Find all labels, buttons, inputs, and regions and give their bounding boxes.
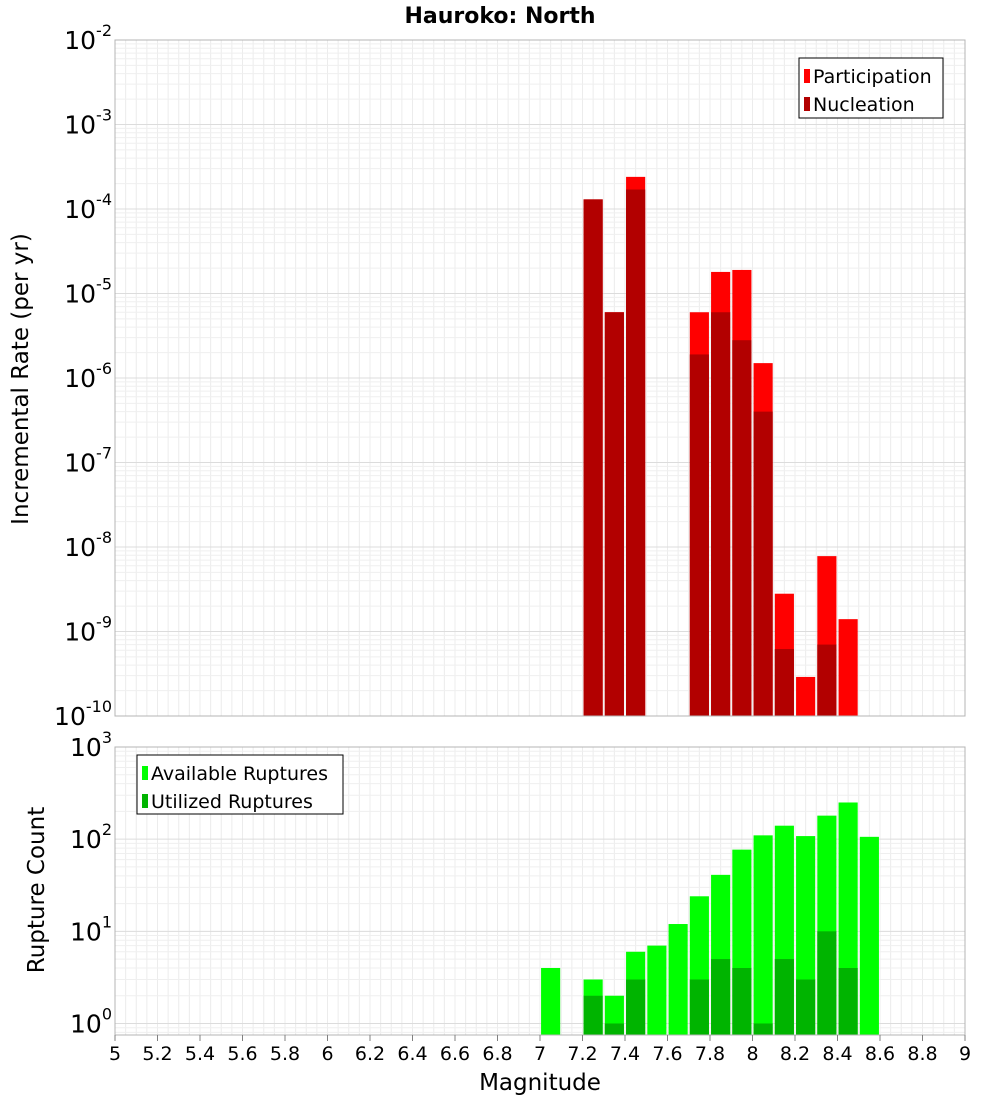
top-gridlines <box>115 40 965 716</box>
bottom-bars <box>541 802 879 1035</box>
x-tick-label: 5.8 <box>270 1043 300 1065</box>
x-tick-label: 7.2 <box>567 1043 597 1065</box>
bottom-bar-primary <box>859 836 879 1035</box>
top-bar-secondary <box>626 189 646 716</box>
x-tick-label: 6.4 <box>397 1043 427 1065</box>
top-bar-primary <box>796 676 816 716</box>
x-tick-label: 5.6 <box>227 1043 257 1065</box>
bottom-bar-secondary <box>626 979 646 1035</box>
x-tick-label: 8.8 <box>907 1043 937 1065</box>
bottom-bar-secondary <box>711 959 731 1035</box>
x-tick-label: 5.2 <box>142 1043 172 1065</box>
x-tick-label: 6.8 <box>482 1043 512 1065</box>
chart-title: Hauroko: North <box>404 4 595 29</box>
top-bars <box>583 176 858 717</box>
bottom-y-axis-label: Rupture Count <box>24 807 50 973</box>
top-y-tick-label: 10-5 <box>64 275 112 309</box>
bottom-bar-secondary <box>838 967 858 1035</box>
x-tick-label: 9 <box>959 1043 971 1065</box>
top-bar-secondary <box>689 354 709 716</box>
top-bar-secondary <box>732 340 752 716</box>
top-y-axis-label: Incremental Rate (per yr) <box>8 233 34 525</box>
x-axis-ticks: 5 5.2 5.4 5.6 5.8 6 6.2 6.4 6.6 6.8 7 7.2 7.4 7.6 7.8 8… <box>109 1035 971 1065</box>
top-y-tick-label: 10-9 <box>64 613 112 647</box>
top-bar-primary <box>838 619 858 716</box>
bottom-y-tick-label: 102 <box>70 820 112 854</box>
top-bar-secondary <box>817 644 837 716</box>
top-legend-swatch <box>804 97 810 111</box>
top-bar-secondary <box>774 649 794 716</box>
top-legend-box <box>798 57 944 119</box>
x-tick-label: 7.6 <box>652 1043 682 1065</box>
top-legend: Participation Nucleation <box>798 57 944 119</box>
x-tick-label: 7.4 <box>610 1043 640 1065</box>
bottom-bar-secondary <box>817 931 837 1035</box>
x-tick-label: 5.4 <box>185 1043 215 1065</box>
top-bar-secondary <box>583 199 603 717</box>
bottom-bar-primary <box>647 945 667 1035</box>
x-tick-label: 8.6 <box>865 1043 895 1065</box>
bottom-bar-primary <box>753 835 773 1035</box>
top-legend-label: Nucleation <box>813 94 915 116</box>
bottom-legend-label: Utilized Ruptures <box>151 791 313 813</box>
x-tick-label: 8.4 <box>822 1043 852 1065</box>
top-y-tick-label: 10-7 <box>64 444 112 478</box>
x-tick-label: 5 <box>109 1043 121 1065</box>
bottom-legend-box <box>136 754 344 815</box>
bottom-bar-secondary <box>604 1023 624 1035</box>
x-axis-label: Magnitude <box>479 1070 601 1096</box>
top-bar-secondary <box>753 411 773 716</box>
top-y-tick-label: 10-6 <box>64 359 112 393</box>
top-legend-label: Participation <box>813 66 932 88</box>
top-y-tick-label: 10-2 <box>64 21 112 55</box>
top-plot-border <box>114 39 966 717</box>
top-y-tick-label: 10-3 <box>64 106 112 140</box>
bottom-bar-secondary <box>774 959 794 1035</box>
x-tick-label: 8.2 <box>780 1043 810 1065</box>
bottom-panel: 103 102 101 100 Available Ruptures Utilized R… <box>70 728 966 1038</box>
x-tick-label: 7 <box>534 1043 546 1065</box>
x-tick-label: 6.2 <box>355 1043 385 1065</box>
bottom-bar-secondary <box>689 979 709 1035</box>
bottom-bar-secondary <box>732 967 752 1035</box>
bottom-bar-primary <box>668 924 688 1035</box>
top-legend-swatch <box>804 69 810 83</box>
top-y-tick-label: 10-4 <box>64 190 112 224</box>
bottom-legend: Available Ruptures Utilized Ruptures <box>136 754 344 815</box>
x-tick-label: 7.8 <box>695 1043 725 1065</box>
top-y-tick-label: 10-10 <box>54 697 112 731</box>
bottom-bar-primary <box>541 967 561 1035</box>
bottom-legend-swatch <box>142 766 148 780</box>
top-panel: 10-2 10-3 10-4 10-5 10-6 10-7 10-8 10-9 10-10 Par… <box>54 21 966 731</box>
top-y-tick-label: 10-8 <box>64 528 112 562</box>
bottom-legend-swatch <box>142 794 148 808</box>
x-tick-label: 8 <box>746 1043 758 1065</box>
bottom-legend-label: Available Ruptures <box>151 763 328 785</box>
bottom-bar-secondary <box>583 995 603 1035</box>
top-bar-secondary <box>711 312 731 716</box>
x-tick-label: 6.6 <box>440 1043 470 1065</box>
bottom-y-tick-label: 103 <box>70 728 112 762</box>
bottom-y-tick-label: 100 <box>70 1004 112 1038</box>
x-tick-label: 6 <box>321 1043 333 1065</box>
top-bar-secondary <box>604 312 624 716</box>
bottom-bar-secondary <box>753 1023 773 1035</box>
bottom-y-tick-label: 101 <box>70 912 112 946</box>
bottom-bar-secondary <box>796 979 816 1035</box>
